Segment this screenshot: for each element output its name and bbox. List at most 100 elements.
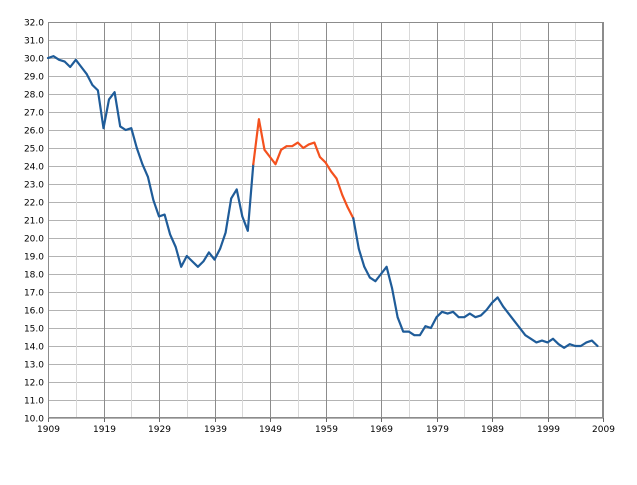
data-point: [219, 247, 222, 250]
data-point: [274, 163, 277, 166]
data-point: [452, 310, 454, 313]
y-tick-label: 10.0: [24, 415, 44, 425]
x-tick-label: 1989: [481, 425, 504, 435]
data-point: [185, 255, 188, 257]
data-point: [557, 343, 560, 346]
data-point: [480, 314, 482, 317]
x-tick-label: 1959: [315, 425, 338, 435]
data-point: [402, 330, 405, 333]
data-point: [208, 251, 210, 254]
y-tick-label: 13.0: [24, 361, 44, 371]
data-point: [491, 301, 493, 304]
series-layer: [46, 55, 599, 349]
data-point: [530, 337, 532, 340]
data-point: [535, 341, 538, 344]
data-point: [174, 246, 177, 248]
data-point: [246, 229, 249, 232]
data-point: [307, 143, 310, 146]
data-point: [241, 215, 244, 218]
data-point: [202, 260, 205, 263]
data-point: [330, 170, 332, 173]
data-point: [163, 213, 166, 216]
data-point: [91, 84, 94, 86]
data-point: [568, 343, 571, 346]
data-point: [80, 66, 83, 68]
data-point: [507, 312, 510, 315]
y-tick-label: 26.0: [24, 127, 44, 137]
x-tick-label: 1929: [148, 425, 171, 435]
data-point: [513, 319, 516, 322]
data-point: [74, 58, 77, 61]
data-point: [58, 58, 60, 61]
data-point: [380, 273, 382, 275]
data-point: [97, 89, 99, 92]
data-point: [152, 199, 155, 202]
data-point: [474, 316, 477, 319]
y-tick-label: 24.0: [24, 163, 44, 173]
grid-layer: [48, 22, 604, 419]
data-point: [108, 98, 110, 101]
y-tick-label: 12.0: [24, 379, 44, 389]
data-point: [346, 206, 349, 209]
data-point: [430, 327, 432, 329]
y-tick-label: 19.0: [24, 253, 44, 263]
y-tick-label: 16.0: [24, 307, 44, 317]
data-point: [524, 334, 527, 337]
data-point: [369, 276, 371, 279]
series-line-0: [46, 55, 255, 268]
x-tick-label: 1919: [93, 425, 116, 435]
data-point: [180, 265, 183, 268]
data-point: [285, 145, 288, 148]
data-point: [69, 66, 72, 68]
data-point: [224, 231, 227, 234]
data-point: [124, 129, 127, 131]
series-line-1: [252, 118, 355, 220]
data-point: [413, 334, 416, 337]
y-tick-label: 18.0: [24, 271, 44, 281]
x-tick-label: 1969: [370, 425, 393, 435]
data-point: [252, 163, 255, 166]
x-tick-label: 1949: [259, 425, 282, 435]
data-point: [341, 193, 344, 196]
data-point: [541, 339, 543, 342]
data-point: [235, 188, 238, 191]
data-point: [546, 341, 549, 344]
data-point: [352, 217, 355, 220]
y-tick-label: 21.0: [24, 217, 44, 227]
data-point: [579, 345, 582, 347]
x-axis-tick-labels: 1909 1919 1929 1939 1949 1959 1969 1979 1989 1999…: [37, 425, 615, 435]
x-tick-label: 1979: [426, 425, 449, 435]
y-tick-label: 20.0: [24, 235, 44, 245]
data-point: [280, 148, 282, 151]
data-point: [169, 233, 172, 236]
data-point: [230, 197, 233, 200]
data-point: [485, 309, 488, 311]
data-point: [502, 305, 504, 308]
data-point: [291, 145, 294, 148]
x-tick-label: 1999: [537, 425, 560, 435]
data-point: [302, 147, 305, 149]
y-tick-label: 30.0: [24, 55, 44, 65]
data-point: [374, 280, 377, 283]
data-point: [563, 346, 565, 349]
y-tick-label: 23.0: [24, 181, 44, 191]
data-point: [258, 118, 260, 121]
data-point: [391, 287, 393, 290]
data-point: [119, 125, 122, 128]
data-point: [385, 265, 388, 268]
x-tick-label: 2009: [592, 425, 615, 435]
data-point: [63, 60, 66, 63]
y-tick-label: 25.0: [24, 145, 44, 155]
data-point: [574, 345, 577, 347]
y-tick-label: 28.0: [24, 91, 44, 101]
data-point: [468, 312, 471, 315]
data-point: [324, 161, 327, 164]
data-point: [596, 345, 599, 347]
data-point: [147, 175, 149, 178]
data-point: [585, 341, 588, 344]
y-tick-label: 14.0: [24, 343, 44, 353]
data-point: [457, 316, 460, 319]
data-point: [463, 316, 466, 319]
